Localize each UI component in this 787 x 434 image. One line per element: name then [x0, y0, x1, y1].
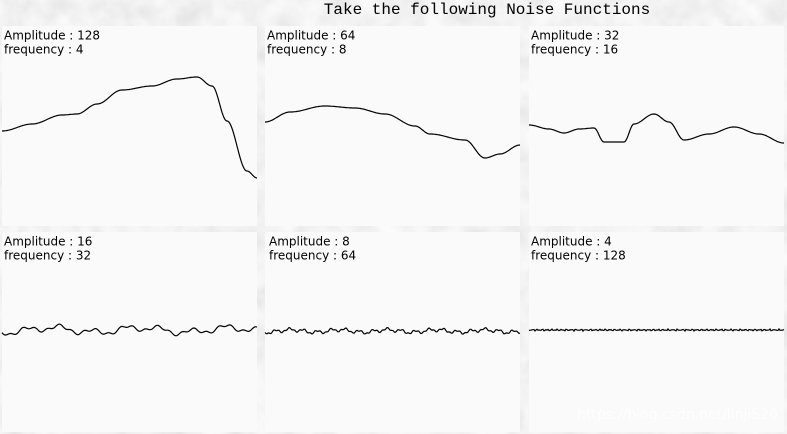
noise-curve [2, 76, 258, 179]
watermark: https://blog.csdn.net/linji520 [577, 407, 778, 423]
panel-background [529, 26, 784, 226]
amplitude-label: Amplitude : 8 [269, 235, 350, 249]
amplitude-label: Amplitude : 128 [4, 29, 100, 43]
amplitude-label: Amplitude : 4 [531, 235, 612, 249]
amplitude-label: Amplitude : 64 [267, 29, 355, 43]
amplitude-label: Amplitude : 32 [531, 29, 619, 43]
frequency-label: frequency : 64 [269, 249, 356, 263]
panel-background [2, 26, 257, 226]
title: Take the following Noise Functions [324, 1, 650, 19]
noise-curve [264, 326, 521, 335]
frequency-label: frequency : 8 [267, 43, 347, 57]
frequency-label: frequency : 128 [531, 249, 626, 263]
noise-curve [529, 113, 784, 144]
frequency-label: frequency : 32 [4, 249, 91, 263]
frequency-label: frequency : 4 [4, 43, 84, 57]
panel-background [529, 232, 784, 432]
panel-background [2, 232, 257, 432]
frequency-label: frequency : 16 [531, 43, 618, 57]
noise-curve [265, 105, 521, 159]
noise-curve [1, 323, 258, 337]
panel-background [265, 26, 520, 226]
noise-curve [528, 327, 785, 333]
amplitude-label: Amplitude : 16 [4, 235, 92, 249]
